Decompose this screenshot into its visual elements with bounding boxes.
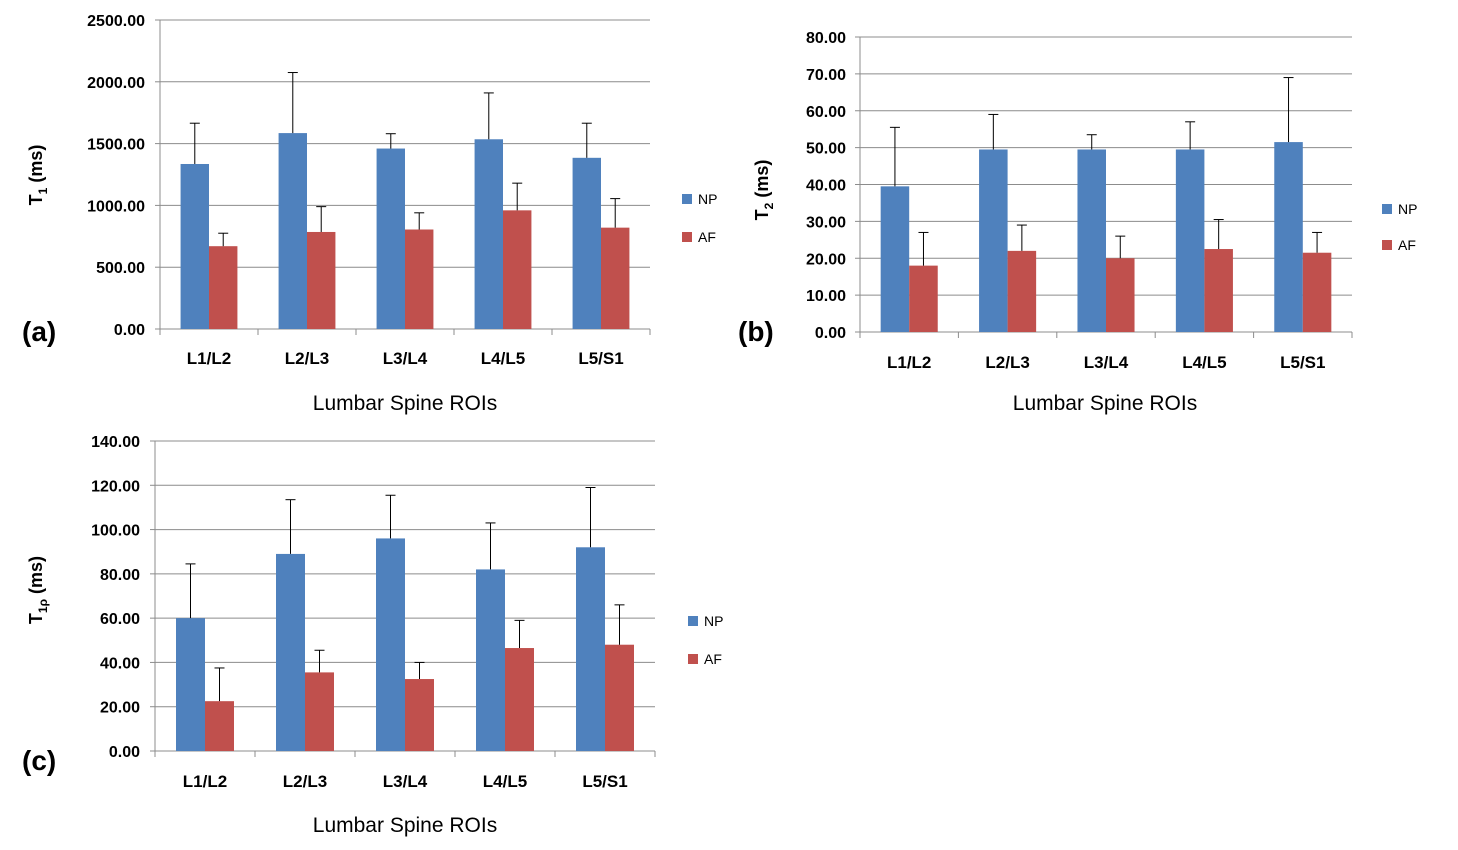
bar-np — [180, 163, 209, 329]
legend-label-np: NP — [1398, 201, 1417, 217]
bar-af — [1302, 252, 1332, 332]
category-label: L2/L3 — [985, 353, 1029, 372]
y-tick-label: 100.00 — [91, 523, 140, 540]
bar-af — [1204, 249, 1233, 332]
bar-np — [1077, 149, 1106, 332]
bar-af — [909, 265, 938, 332]
y-tick-label: 140.00 — [91, 434, 140, 451]
panel-label: (a) — [22, 316, 56, 347]
y-tick-label: 40.00 — [100, 655, 140, 672]
y-tick-label: 20.00 — [100, 700, 140, 717]
category-label: L3/L4 — [383, 772, 428, 791]
y-tick-label: 0.00 — [109, 744, 140, 761]
category-label: L5/S1 — [1280, 353, 1325, 372]
y-tick-label: 20.00 — [806, 251, 846, 268]
x-axis-label: Lumbar Spine ROIs — [313, 814, 497, 837]
category-label: L4/L5 — [1182, 353, 1226, 372]
y-tick-label: 40.00 — [806, 178, 846, 195]
bar-np — [1175, 149, 1205, 332]
bar-af — [505, 648, 534, 751]
bar-af — [209, 246, 238, 329]
chart-b: 0.00 10.00 20.00 30.00 40.00 50.00 60.00 70.00 8… — [738, 30, 1417, 415]
legend-swatch-af — [1382, 240, 1392, 250]
category-label: L2/L3 — [283, 772, 327, 791]
y-axis-label: T1ρ (ms) — [26, 556, 50, 624]
y-tick-label: 10.00 — [806, 288, 846, 305]
y-tick-label: 2000.00 — [87, 75, 145, 92]
bar-np — [880, 186, 910, 332]
bar-np — [176, 618, 205, 751]
category-label: L3/L4 — [383, 349, 428, 368]
y-tick-label: 1000.00 — [87, 198, 145, 215]
bar-af — [405, 679, 434, 751]
category-label: L1/L2 — [887, 353, 931, 372]
y-tick-label: 80.00 — [100, 567, 140, 584]
legend-label-af: AF — [698, 229, 716, 245]
bar-af — [601, 227, 630, 329]
y-tick-label: 500.00 — [96, 260, 145, 277]
bar-np — [276, 553, 305, 751]
y-tick-label: 70.00 — [806, 67, 846, 84]
category-label: L4/L5 — [481, 349, 525, 368]
legend-swatch-af — [682, 232, 692, 242]
bar-af — [405, 229, 434, 329]
y-tick-label: 1500.00 — [87, 137, 145, 154]
legend-swatch-af — [688, 654, 698, 664]
legend-label-af: AF — [1398, 237, 1416, 253]
panel-label: (c) — [22, 745, 56, 776]
bar-af — [503, 210, 532, 329]
category-label: L2/L3 — [285, 349, 329, 368]
y-tick-label: 0.00 — [815, 325, 846, 342]
y-tick-label: 60.00 — [100, 611, 140, 628]
bar-np — [576, 547, 605, 751]
bar-np — [476, 569, 505, 751]
bar-af — [305, 672, 334, 751]
y-tick-label: 120.00 — [91, 478, 140, 495]
bar-af — [1106, 258, 1135, 332]
bar-np — [376, 538, 405, 751]
category-label: L1/L2 — [187, 349, 231, 368]
legend-swatch-np — [1382, 204, 1392, 214]
category-label: L5/S1 — [582, 772, 627, 791]
x-axis-label: Lumbar Spine ROIs — [1013, 392, 1197, 415]
category-label: L5/S1 — [578, 349, 623, 368]
legend-swatch-np — [682, 194, 692, 204]
y-tick-label: 80.00 — [806, 30, 846, 47]
chart-c: 0.00 20.00 40.00 60.00 80.00 100.00 120.00 140.… — [22, 434, 723, 837]
category-label: L4/L5 — [483, 772, 527, 791]
y-tick-label: 50.00 — [806, 141, 846, 158]
bar-np — [278, 133, 307, 329]
bar-np — [474, 139, 503, 329]
y-tick-label: 30.00 — [806, 214, 846, 231]
y-axis-label: T1 (ms) — [26, 145, 50, 206]
y-tick-label: 2500.00 — [87, 13, 145, 30]
bar-af — [1007, 250, 1037, 332]
y-axis-label: T2 (ms) — [752, 160, 776, 221]
bar-af — [205, 701, 234, 751]
bar-np — [1274, 142, 1303, 332]
category-label: L3/L4 — [1084, 353, 1129, 372]
y-tick-label: 0.00 — [114, 322, 145, 339]
x-axis-label: Lumbar Spine ROIs — [313, 392, 497, 415]
bar-af — [307, 231, 336, 329]
legend-label-np: NP — [698, 191, 717, 207]
legend-label-af: AF — [704, 651, 722, 667]
bar-np — [376, 148, 405, 329]
bar-af — [605, 644, 634, 751]
category-label: L1/L2 — [183, 772, 227, 791]
legend-label-np: NP — [704, 613, 723, 629]
bar-np — [979, 149, 1008, 332]
y-tick-label: 60.00 — [806, 104, 846, 121]
panel-label: (b) — [738, 316, 774, 347]
chart-a: 0.00 500.00 1000.00 1500.00 2000.00 2500.00 L1… — [22, 13, 717, 415]
bar-np — [572, 157, 601, 329]
legend-swatch-np — [688, 616, 698, 626]
